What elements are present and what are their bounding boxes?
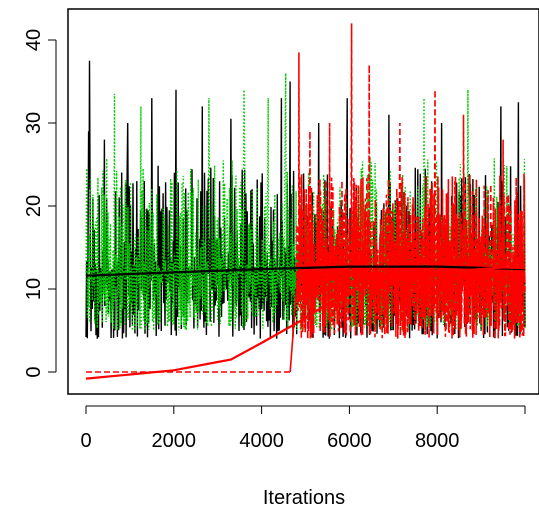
x-tick-label: 4000 [239, 430, 284, 452]
x-tick-label: 6000 [327, 430, 372, 452]
trace-layer [85, 23, 526, 373]
y-tick-label: 30 [23, 112, 45, 134]
smooth-layer [85, 265, 526, 380]
x-tick-label: 2000 [152, 430, 197, 452]
red-trace-jump [289, 286, 298, 373]
x-tick-label: 0 [80, 430, 91, 452]
smooth-red-series [85, 266, 526, 380]
x-axis-title: Iterations [263, 487, 345, 509]
smooth-black-series [85, 265, 526, 277]
y-tick-label: 20 [23, 195, 45, 217]
plot-frame [67, 8, 539, 395]
y-tick-label: 10 [23, 278, 45, 300]
trace-dashed-series [295, 23, 526, 339]
x-axis: 0 2000 4000 6000 8000 [80, 405, 526, 452]
y-axis: 0 10 20 30 40 [23, 29, 57, 378]
y-tick-label: 40 [23, 29, 45, 51]
y-tick-label: 0 [23, 366, 45, 377]
x-tick-label: 8000 [415, 430, 460, 452]
